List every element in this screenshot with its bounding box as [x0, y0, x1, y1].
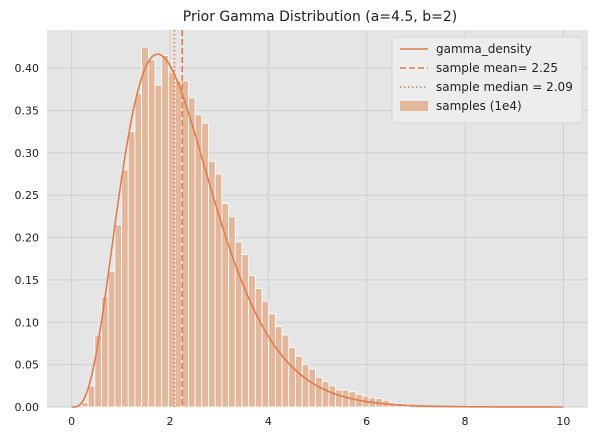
histogram-bar	[336, 390, 343, 407]
y-tick-label: 0.25	[15, 189, 40, 202]
histogram-bar	[108, 271, 115, 407]
histogram-bar	[322, 382, 329, 407]
histogram-bar	[195, 115, 202, 407]
histogram-bar	[269, 314, 276, 407]
histogram-bar	[142, 47, 149, 407]
y-tick-label: 0.30	[15, 147, 40, 160]
chart-title: Prior Gamma Distribution (a=4.5, b=2)	[183, 9, 457, 25]
histogram-bar	[81, 403, 88, 407]
histogram-bar	[295, 356, 302, 407]
x-tick-label: 0	[68, 415, 75, 428]
legend-label: sample median = 2.09	[436, 80, 573, 94]
histogram-bar	[162, 55, 169, 407]
histogram-bar	[316, 377, 323, 407]
histogram-bar	[242, 255, 249, 407]
histogram-bar	[262, 301, 269, 407]
histogram-bar	[329, 386, 336, 407]
histogram-bar	[188, 98, 195, 407]
x-tick-label: 10	[556, 415, 570, 428]
histogram-bar	[289, 348, 296, 407]
y-tick-label: 0.10	[15, 316, 40, 329]
histogram-bar	[175, 81, 182, 407]
legend-handle	[400, 101, 428, 111]
y-tick-label: 0.35	[15, 104, 40, 117]
y-tick-label: 0.40	[15, 62, 40, 75]
histogram-bar	[148, 60, 155, 407]
histogram-bar	[275, 327, 282, 407]
histogram-bar	[309, 369, 316, 407]
histogram-bar	[255, 288, 262, 407]
histogram-bar	[88, 386, 95, 407]
histogram-bar	[128, 132, 135, 407]
histogram-bar	[202, 123, 209, 407]
histogram-bar	[302, 365, 309, 407]
histogram-bar	[135, 94, 142, 407]
histogram-bar	[122, 170, 129, 407]
x-tick-label: 8	[462, 415, 469, 428]
y-tick-label: 0.20	[15, 232, 40, 245]
y-tick-label: 0.05	[15, 359, 40, 372]
y-tick-label: 0.00	[15, 401, 40, 414]
histogram-bar	[115, 225, 122, 407]
legend-label: gamma_density	[436, 42, 532, 56]
y-axis-ticks: 0.00 0.05 0.10 0.15 0.20 0.25 0.30 0.35 0.40	[15, 62, 40, 414]
x-tick-label: 2	[166, 415, 173, 428]
x-tick-label: 6	[363, 415, 370, 428]
histogram-bar	[249, 276, 256, 407]
x-tick-label: 4	[265, 415, 272, 428]
histogram-bar	[282, 335, 289, 407]
x-axis-ticks: 0 2 4 6 8 10	[68, 415, 570, 428]
histogram-bar	[229, 216, 236, 407]
legend-label: samples (1e4)	[436, 99, 522, 113]
histogram-bar	[155, 85, 162, 407]
y-tick-label: 0.15	[15, 274, 40, 287]
legend-label: sample mean= 2.25	[436, 61, 558, 75]
